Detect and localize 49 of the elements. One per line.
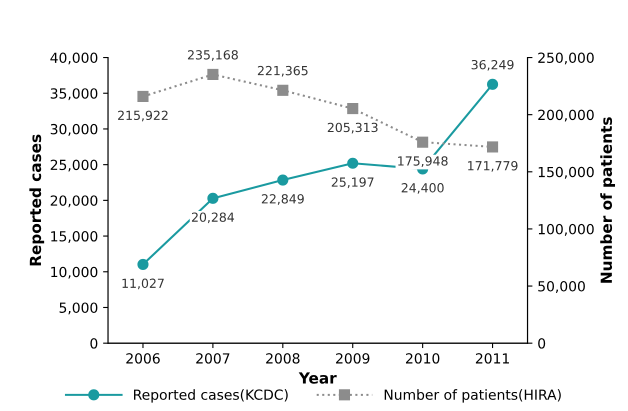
y-tick-label: 30,000 [50, 124, 98, 136]
y2-tick-label: 150,000 [538, 166, 594, 179]
point [347, 103, 358, 114]
y-tick-label: 15,000 [51, 231, 98, 243]
data-label: 22,849 [262, 194, 304, 205]
point [137, 258, 149, 270]
y-tick-label: 10,000 [51, 266, 98, 279]
data-label: 171,779 [468, 161, 518, 172]
data-label: 11,027 [122, 278, 164, 290]
y2-tick-label: 250,000 [538, 52, 594, 64]
x-tick-label: 2006 [126, 353, 160, 364]
y-tick-label: 25,000 [50, 160, 98, 172]
point [207, 192, 218, 204]
legend-label: Reported cases(KCDC) [134, 389, 288, 403]
legend-label: Number of patients(HIRA) [384, 389, 561, 403]
data-label: 24,400 [402, 183, 444, 194]
y-tick-label: 5,000 [60, 302, 98, 314]
y2-tick-label: 50,000 [538, 281, 585, 293]
data-label: 235,168 [188, 50, 238, 61]
y-tick-label: 35,000 [50, 88, 98, 100]
y2-tick-label: 100,000 [538, 224, 594, 236]
data-label: 175,948 [398, 156, 448, 167]
data-label: 25,197 [332, 177, 374, 188]
y2-tick-label: 0 [538, 338, 546, 349]
x-tick-label: 2011 [476, 353, 509, 364]
point [347, 158, 358, 169]
y-axis-title: Reported cases [29, 134, 44, 266]
data-label: 20,284 [192, 212, 234, 224]
y2-tick-label: 200,000 [538, 110, 594, 122]
x-tick-label: 2009 [336, 353, 370, 364]
data-label: 36,249 [472, 60, 514, 71]
point [137, 90, 149, 102]
point [417, 136, 428, 148]
y-tick-label: 40,000 [50, 52, 98, 64]
data-label: 215,922 [118, 110, 168, 122]
y-tick-label: 20,000 [50, 195, 98, 208]
x-tick-label: 2010 [406, 353, 440, 364]
data-label: 205,313 [328, 122, 378, 134]
point [277, 174, 288, 186]
y2-axis-title: Number of patients [600, 117, 616, 283]
x-tick-label: 2008 [266, 353, 300, 364]
point [487, 78, 498, 90]
data-label: 221,365 [258, 66, 308, 77]
point [277, 84, 288, 96]
point [487, 141, 498, 152]
x-axis-title: Year [298, 372, 337, 384]
y-tick-label: 0 [90, 338, 98, 349]
point [207, 68, 218, 80]
x-tick-label: 2007 [196, 353, 230, 364]
